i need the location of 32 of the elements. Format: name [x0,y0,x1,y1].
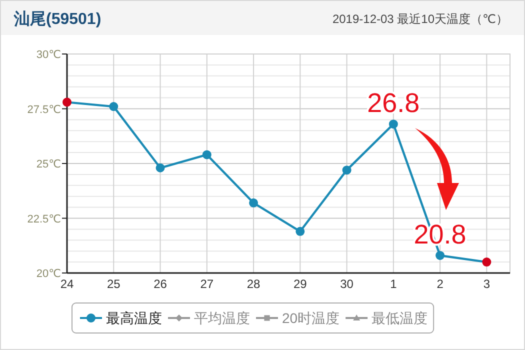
point [109,102,118,112]
point [436,250,445,260]
point [202,150,212,160]
y-tick-label: 30℃ [36,49,61,61]
legend-label: 平均温度 [194,310,250,326]
x-tick-label: 28 [246,277,261,291]
y-tick-label: 25℃ [36,158,61,170]
legend-label: 最低温度 [372,310,428,326]
annotation: 26.8 [367,88,420,118]
x-tick-label: 26 [154,277,168,291]
point [249,198,258,208]
x-tick-label: 3 [483,277,490,291]
chart-subtitle: 2019-12-03 最近10天温度（℃） [332,12,508,26]
x-tick-label: 27 [200,277,214,291]
x-tick-label: 24 [60,277,74,291]
point [296,226,305,236]
chart-title: 汕尾(59501) [13,10,102,28]
x-tick-label: 29 [293,277,308,291]
point [156,163,165,172]
y-tick-label: 22.5℃ [27,213,61,226]
point [62,98,72,107]
legend-label: 最高温度 [106,310,162,326]
x-tick-label: 1 [390,277,398,291]
y-tick-label: 27.5℃ [27,104,61,116]
point [342,166,352,175]
x-tick-label: 30 [340,277,354,291]
x-tick-label: 2 [436,277,444,291]
x-tick-label: 25 [106,277,121,291]
point [388,120,398,129]
point [482,258,492,267]
legend-label: 20时温度 [282,310,340,326]
y-tick-label: 20℃ [36,268,61,280]
